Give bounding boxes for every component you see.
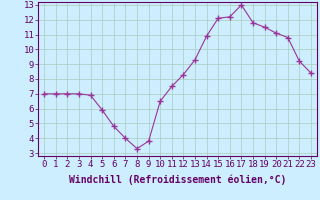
X-axis label: Windchill (Refroidissement éolien,°C): Windchill (Refroidissement éolien,°C) <box>69 175 286 185</box>
